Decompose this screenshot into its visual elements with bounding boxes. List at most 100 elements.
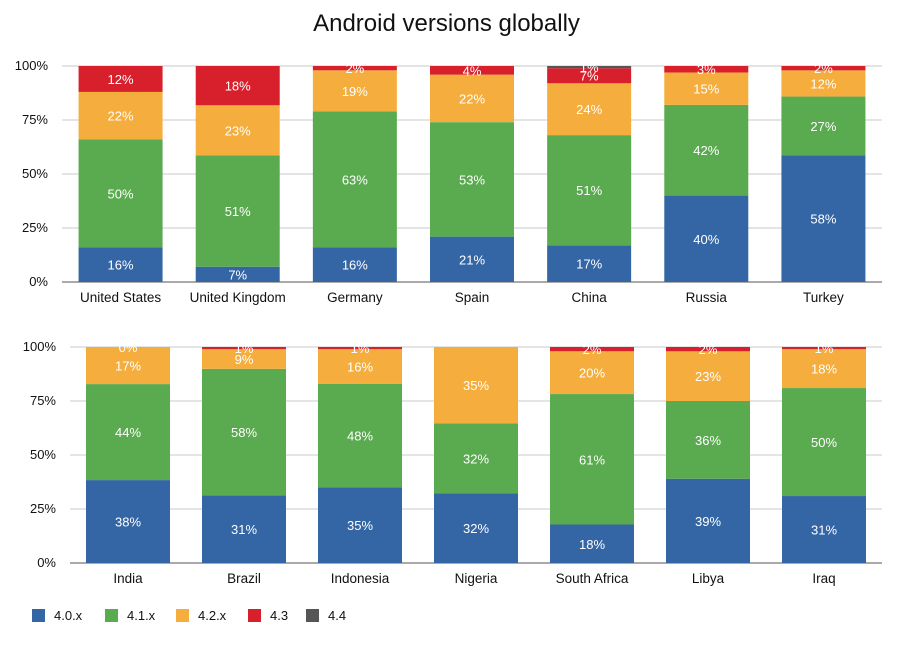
data-label: 32% [463,521,489,536]
chart-title: Android versions globally [313,10,580,37]
data-label: 18% [811,362,837,377]
bar-segment [550,351,634,395]
bar-segment [664,72,749,105]
bar-segment [434,347,518,424]
data-label: 15% [693,82,719,97]
data-label: 1% [235,341,254,356]
category-label: South Africa [556,571,629,586]
data-label: 0% [119,340,138,355]
bar-segment [781,66,866,71]
bar-segment [547,68,632,84]
bar-segment [550,347,634,352]
data-label: 16% [342,258,368,273]
data-label: 12% [810,76,836,91]
bar-segment [781,155,866,282]
data-label: 31% [231,522,257,537]
category-label: Turkey [803,290,844,305]
bar-segment [547,66,632,69]
bar-segment [430,74,514,123]
y-tick-label: 100% [23,339,57,354]
data-label: 7% [580,69,599,84]
data-label: 44% [115,425,141,440]
bar-segment [318,349,402,384]
category-label: Libya [692,571,725,586]
bar-segment [202,368,286,496]
legend-label: 4.1.x [127,608,156,623]
category-label: Nigeria [455,571,498,586]
data-label: 51% [225,204,251,219]
bar-segment [547,245,632,282]
bar-segment [312,70,397,112]
bar-segment [430,122,514,237]
data-label: 63% [342,172,368,187]
data-label: 16% [108,258,134,273]
bar-segment [312,247,397,282]
bar-segment [195,66,280,106]
y-tick-label: 0% [37,555,56,570]
legend-swatch [176,609,189,622]
bar-segment [318,347,402,350]
data-label: 17% [576,257,602,272]
bar-segment [86,347,170,385]
bar-segment [78,66,163,92]
category-label: Germany [327,290,383,305]
legend-swatch [105,609,118,622]
bar-segment [202,347,286,350]
data-label: 2% [583,342,602,357]
bar-segment [312,111,397,248]
data-label: 22% [459,91,485,106]
bar-segment [666,347,750,352]
category-label: China [572,290,608,305]
bar-segment [86,384,170,481]
y-tick-label: 25% [22,220,48,235]
data-label: 22% [108,109,134,124]
bar-segment [312,66,397,71]
category-label: Brazil [227,571,261,586]
data-label: 12% [108,72,134,87]
y-tick-label: 75% [30,393,56,408]
data-label: 4% [463,63,482,78]
y-tick-label: 50% [22,166,48,181]
data-label: 40% [693,232,719,247]
bar-segment [318,383,402,488]
bar-segment [78,139,163,248]
bar-segment [202,495,286,563]
data-label: 50% [811,435,837,450]
bar-segment [782,347,866,350]
bar-segment [86,480,170,563]
data-label: 2% [345,61,364,76]
bar-segment [547,83,632,136]
data-label: 20% [579,366,605,381]
legend-swatch [32,609,45,622]
bar-segment [550,524,634,563]
bar-segment [547,135,632,246]
bar-segment [666,478,750,563]
bar-segment [664,195,749,282]
bar-segment [550,394,634,525]
data-label: 27% [810,119,836,134]
bar-segment [78,247,163,282]
data-label: 61% [579,452,605,467]
bar-segment [434,493,518,563]
data-label: 19% [342,84,368,99]
bar-segment [782,388,866,497]
bar-segment [318,487,402,563]
legend-swatch [248,609,261,622]
bar-segment [781,96,866,156]
bar-segment [195,155,280,267]
data-label: 32% [463,451,489,466]
bar-segment [202,349,286,369]
data-label: 48% [347,429,373,444]
y-tick-label: 100% [15,58,49,73]
bar-segment [434,423,518,494]
data-label: 21% [459,252,485,267]
category-label: United Kingdom [190,290,286,305]
data-label: 1% [815,341,834,356]
data-label: 38% [115,515,141,530]
data-label: 39% [695,514,721,529]
bar-segment [430,236,514,282]
data-label: 53% [459,172,485,187]
y-tick-label: 75% [22,112,48,127]
bar-segment [664,104,749,196]
